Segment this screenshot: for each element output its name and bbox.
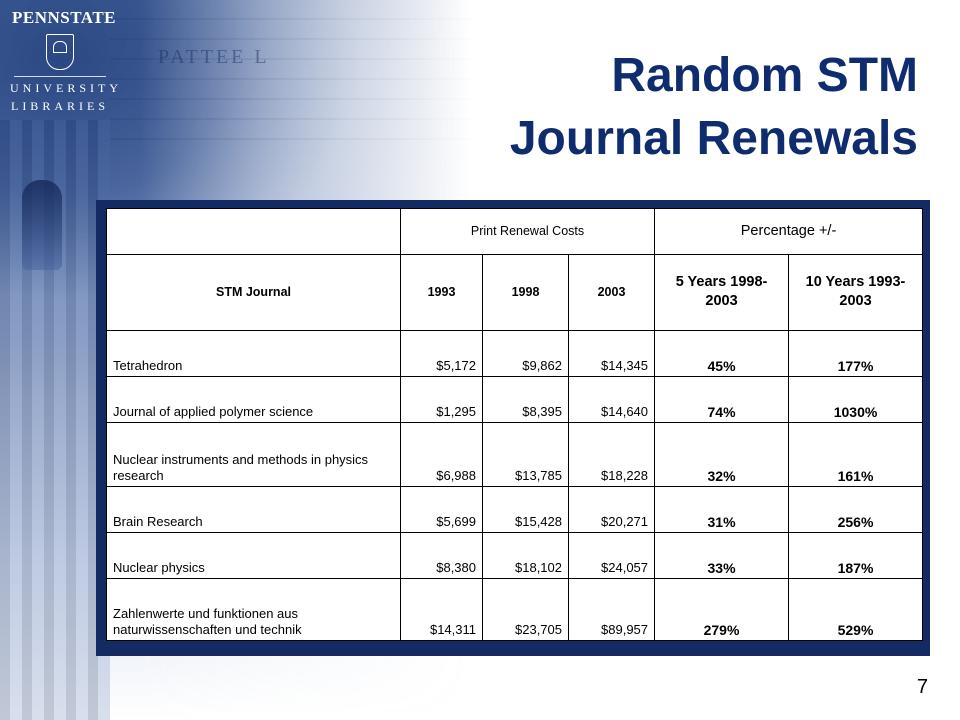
cost-1993-cell: $6,988: [400, 422, 483, 487]
journal-name-cell: Zahlenwerte und funktionen aus naturwiss…: [106, 578, 401, 641]
logo-wordmark: PENNSTATE: [12, 8, 117, 27]
ten-years-header: 10 Years 1993-2003: [788, 254, 924, 331]
year-2003-header: 2003: [567, 254, 656, 331]
cost-2003-cell: $24,057: [567, 532, 656, 579]
cost-1993-cell: $14,311: [400, 578, 483, 641]
cost-1998-cell: $13,785: [482, 422, 569, 487]
cost-1993-cell: $5,172: [400, 330, 483, 377]
cost-2003-cell: $14,345: [567, 330, 656, 377]
logo-libraries: LIBRARIES: [10, 99, 109, 113]
cost-1998-cell: $18,102: [482, 532, 569, 579]
cost-1998-cell: $15,428: [482, 486, 569, 533]
five-year-change-cell: 279%: [654, 578, 790, 641]
ten-year-change-cell: 256%: [788, 486, 924, 533]
background-sign: PATTEE L: [158, 46, 270, 68]
table-frame: Print Renewal Costs Percentage +/- STM J…: [96, 200, 930, 656]
table-row: Journal of applied polymer science $1,29…: [106, 376, 924, 423]
journal-name-cell: Tetrahedron: [106, 330, 401, 377]
cost-1993-cell: $1,295: [400, 376, 483, 423]
cost-1998-cell: $9,862: [482, 330, 569, 377]
table-row: Zahlenwerte und funktionen aus naturwiss…: [106, 578, 924, 641]
journal-name-cell: Nuclear physics: [106, 532, 401, 579]
empty-header-cell: [106, 208, 401, 255]
renewal-costs-table: Print Renewal Costs Percentage +/- STM J…: [106, 208, 924, 641]
table-row: Tetrahedron $5,172 $9,862 $14,345 45% 17…: [106, 330, 924, 377]
column-header-row: STM Journal 1993 1998 2003 5 Years 1998-…: [106, 254, 924, 331]
stm-journal-header: STM Journal: [106, 254, 401, 331]
slide-title-line-1: Random STM: [611, 49, 918, 102]
ten-year-change-cell: 187%: [788, 532, 924, 579]
table-row: Nuclear instruments and methods in physi…: [106, 422, 924, 487]
cost-2003-cell: $89,957: [567, 578, 656, 641]
cost-2003-cell: $14,640: [567, 376, 656, 423]
cost-2003-cell: $20,271: [567, 486, 656, 533]
ten-year-change-cell: 1030%: [788, 376, 924, 423]
five-year-change-cell: 31%: [654, 486, 790, 533]
journal-name-cell: Brain Research: [106, 486, 401, 533]
journal-name-cell: Journal of applied polymer science: [106, 376, 401, 423]
cost-1993-cell: $5,699: [400, 486, 483, 533]
five-year-change-cell: 32%: [654, 422, 790, 487]
page-number: 7: [916, 676, 928, 698]
cost-1998-cell: $23,705: [482, 578, 569, 641]
five-year-change-cell: 45%: [654, 330, 790, 377]
group-header-row: Print Renewal Costs Percentage +/-: [106, 208, 924, 255]
table-row: Nuclear physics $8,380 $18,102 $24,057 3…: [106, 532, 924, 579]
shield-icon: [46, 34, 74, 70]
ten-year-change-cell: 177%: [788, 330, 924, 377]
year-1998-header: 1998: [482, 254, 569, 331]
year-1993-header: 1993: [400, 254, 483, 331]
slide-title: Random STM Journal Renewals: [378, 44, 918, 170]
background-building-lines: [110, 0, 490, 140]
background-lamp: [22, 180, 62, 270]
cost-2003-cell: $18,228: [567, 422, 656, 487]
pennstate-libraries-logo: PENNSTATE 1855 UNIVERSITY LIBRARIES: [10, 8, 122, 115]
table-row: Brain Research $5,699 $15,428 $20,271 31…: [106, 486, 924, 533]
ten-year-change-cell: 161%: [788, 422, 924, 487]
cost-1993-cell: $8,380: [400, 532, 483, 579]
print-renewal-costs-header: Print Renewal Costs: [399, 208, 656, 255]
five-year-change-cell: 74%: [654, 376, 790, 423]
percentage-header: Percentage +/-: [654, 208, 924, 255]
five-years-header: 5 Years 1998-2003: [654, 254, 790, 331]
five-year-change-cell: 33%: [654, 532, 790, 579]
ten-year-change-cell: 529%: [788, 578, 924, 641]
cost-1998-cell: $8,395: [482, 376, 569, 423]
logo-divider: [14, 76, 106, 77]
logo-university: UNIVERSITY: [10, 81, 122, 95]
journal-name-cell: Nuclear instruments and methods in physi…: [106, 422, 401, 487]
slide-title-line-2: Journal Renewals: [509, 112, 918, 165]
